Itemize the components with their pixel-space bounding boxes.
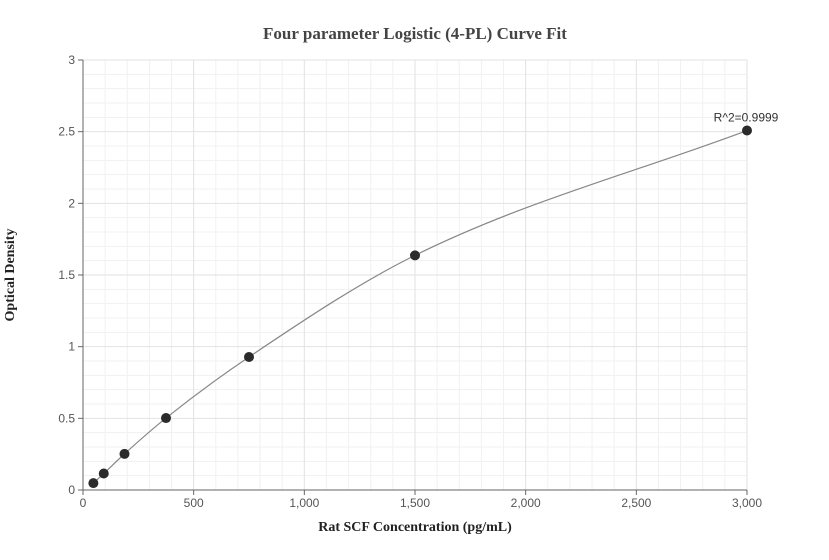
data-point: [410, 250, 420, 261]
y-tick-label: 0.5: [58, 411, 75, 425]
y-tick-label: 2.5: [58, 125, 75, 139]
chart-title: Four parameter Logistic (4-PL) Curve Fit: [263, 24, 567, 43]
y-tick-label: 2: [68, 196, 75, 210]
x-axis-title: Rat SCF Concentration (pg/mL): [318, 520, 512, 535]
data-point: [119, 448, 130, 459]
y-tick-label: 0: [68, 483, 75, 497]
x-tick-label: 2,500: [621, 496, 651, 510]
x-tick-label: 500: [184, 496, 204, 510]
x-tick-label: 2,000: [511, 496, 541, 510]
x-tick-label: 1,500: [400, 496, 430, 510]
x-tick-label: 0: [80, 496, 87, 510]
data-point: [88, 478, 99, 489]
grid: [83, 59, 748, 490]
r-squared-annotation: R^2=0.9999: [714, 111, 779, 125]
y-tick-label: 1.5: [58, 268, 75, 282]
data-points: [88, 125, 752, 489]
data-point: [161, 413, 171, 424]
y-axis-title: Optical Density: [3, 229, 18, 322]
data-point: [98, 468, 109, 479]
x-tick-label: 1,000: [289, 496, 319, 510]
data-point: [244, 351, 254, 362]
fit-curve: [92, 129, 748, 484]
ticks: 0 500 1,000 1,500 2,000 2,500 3,000 0 0.5 1 1.5 2 2.…: [58, 53, 762, 510]
y-tick-label: 3: [68, 53, 75, 67]
x-tick-label: 3,000: [732, 496, 762, 510]
y-tick-label: 1: [68, 340, 75, 354]
data-point: [742, 125, 752, 136]
